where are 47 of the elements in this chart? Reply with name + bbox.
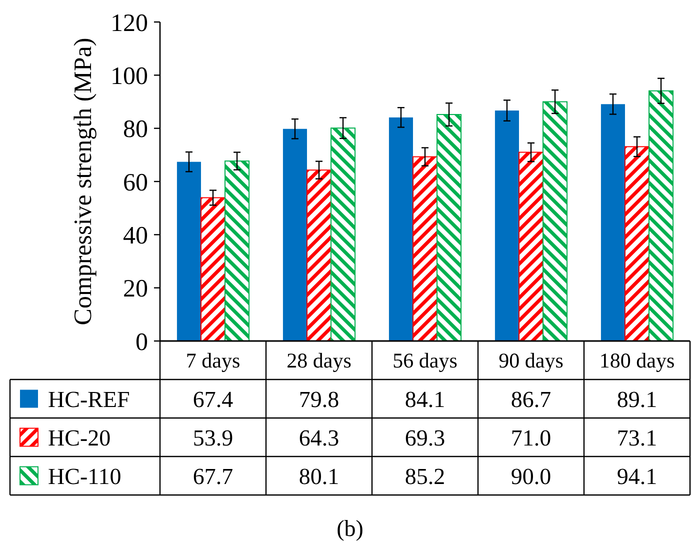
data-label: 53.9 [192, 425, 234, 450]
y-tick-label: 100 [110, 62, 148, 90]
bar [176, 162, 201, 341]
y-tick-label: 20 [123, 276, 148, 303]
y-tick-label: 0 [136, 328, 148, 356]
data-label: 85.2 [404, 464, 446, 489]
bar [200, 197, 226, 342]
y-tick-label: 120 [110, 10, 148, 37]
bar [542, 101, 568, 342]
bar [412, 156, 438, 342]
data-label: 67.7 [192, 464, 234, 489]
legend-label: HC-20 [48, 425, 111, 450]
data-label: 71.0 [510, 425, 552, 450]
bar [436, 114, 462, 342]
data-label: 79.8 [298, 386, 340, 412]
data-label: 80.1 [298, 464, 340, 489]
text: (b) [336, 516, 364, 542]
x-tick-label: 180 days [599, 348, 675, 373]
y-tick-label: 60 [123, 169, 148, 196]
data-label: 84.1 [404, 386, 446, 412]
data-label: 67.4 [192, 386, 234, 412]
bar [388, 117, 413, 341]
data-label: 89.1 [616, 386, 658, 412]
x-tick-label: 90 days [498, 348, 564, 373]
data-label: 69.3 [404, 425, 446, 450]
y-tick-label: 80 [123, 116, 148, 144]
bar [282, 128, 307, 341]
y-tick-label: 40 [123, 222, 148, 250]
y-axis-title: Compressive strength (MPa) [70, 38, 97, 326]
x-tick-label: 28 days [286, 348, 352, 373]
data-label: 64.3 [298, 425, 340, 450]
bar [624, 146, 650, 342]
x-tick-label: 56 days [392, 348, 458, 373]
bar [306, 170, 332, 342]
x-tick-label: 7 days [186, 348, 240, 373]
data-label: 94.1 [616, 464, 658, 489]
bar [600, 104, 625, 341]
bar [648, 90, 674, 342]
data-label: 86.7 [510, 386, 552, 412]
legend-label: HC-110 [48, 464, 122, 489]
bar [330, 128, 356, 342]
bar [494, 110, 519, 341]
legend-label: HC-REF [48, 386, 130, 412]
data-label: 90.0 [510, 464, 552, 489]
data-label: 73.1 [616, 425, 658, 450]
bar [518, 152, 544, 342]
bar [224, 160, 250, 342]
